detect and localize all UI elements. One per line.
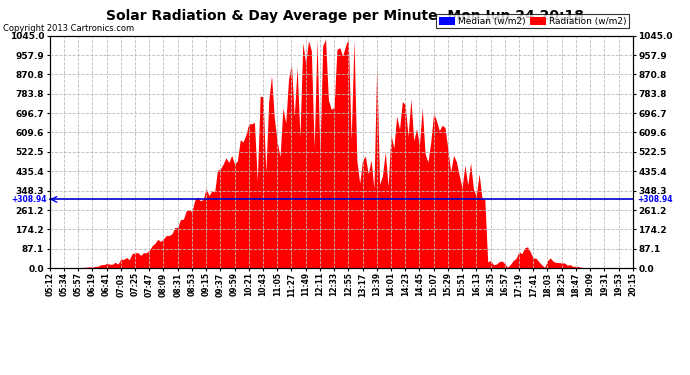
Text: Copyright 2013 Cartronics.com: Copyright 2013 Cartronics.com — [3, 24, 135, 33]
Text: +308.94: +308.94 — [637, 195, 672, 204]
Legend: Median (w/m2), Radiation (w/m2): Median (w/m2), Radiation (w/m2) — [436, 14, 629, 28]
Text: Solar Radiation & Day Average per Minute  Mon Jun 24 20:18: Solar Radiation & Day Average per Minute… — [106, 9, 584, 23]
Text: +308.94: +308.94 — [11, 195, 46, 204]
